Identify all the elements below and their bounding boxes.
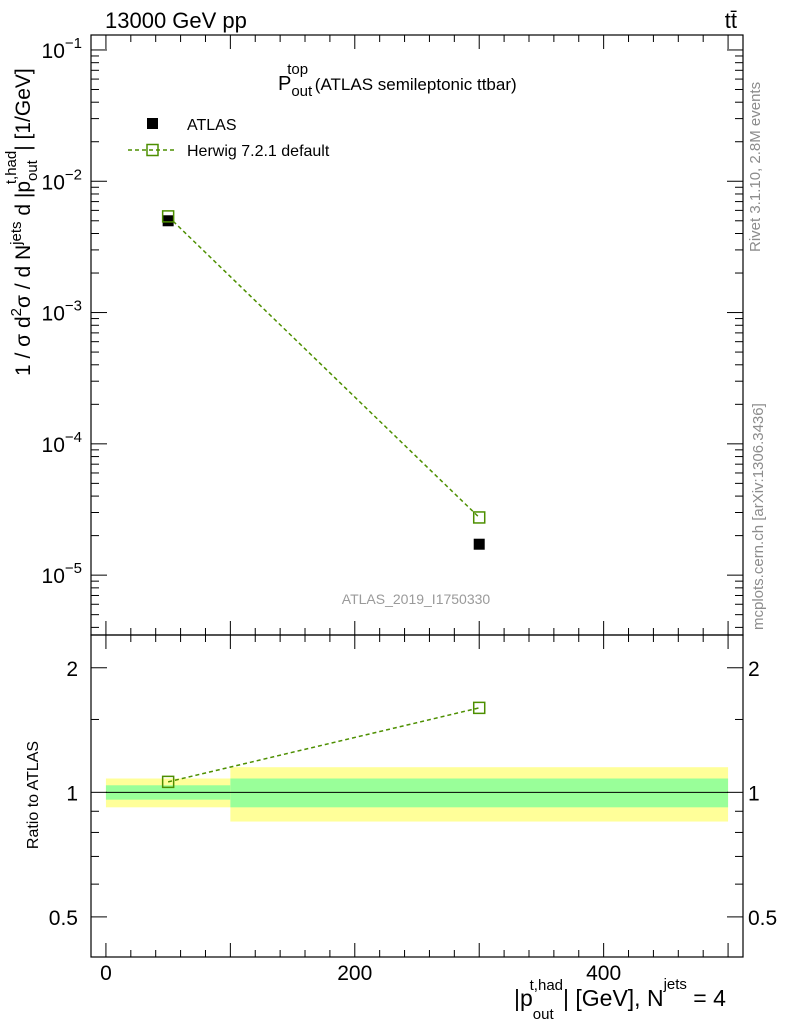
herwig-data-point [161,210,175,223]
ratio-plot-frame [90,634,744,958]
main-y-tick-label: 10−1 [42,35,82,63]
plot-title-rest: (ATLAS semileptonic ttbar) [310,75,517,94]
plot-title: Pout top (ATLAS semileptonic ttbar) [278,61,517,100]
atlas-data-point [473,538,485,550]
rivet-version-label: Rivet 3.1.10, 2.8M events [747,82,764,252]
ratio-herwig-point [161,775,175,789]
ratio-x-tick-label: 0 [100,962,112,985]
herwig-data-point [472,511,486,524]
main-y-tick-label: 10−2 [42,166,82,194]
atlas-data-point [162,215,174,227]
main-y-tick-label: 10−5 [42,560,82,588]
ratio-herwig-point [472,701,486,715]
ratio-data-series [161,701,486,789]
process-label: tt̄ [725,8,737,33]
ratio-y-tick-label-right: 0.5 [748,907,777,930]
ratio-band-green [230,778,729,808]
ratio-y-tick-label: 0.5 [49,907,78,930]
ratio-x-tick-label: 400 [586,962,621,985]
legend-atlas-label: ATLAS [187,117,237,134]
legend: ATLAS Herwig 7.2.1 default [128,117,330,160]
plot-title-main: P [278,73,291,95]
mcplots-label: mcplots.cern.ch [arXiv:1306.3436] [750,403,767,630]
ratio-y-tick-label-right: 2 [748,658,760,681]
energy-label: 13000 GeV pp [105,8,247,33]
ratio-y-tick-label: 1 [66,782,78,805]
ratio-herwig-line [167,707,480,783]
legend-herwig-label: Herwig 7.2.1 default [187,143,330,160]
ratio-y-axis-label: Ratio to ATLAS [25,741,42,849]
ratio-axis-ticks: 0.5 0.5 1 1 2 2 0 200 400 [49,635,777,985]
main-axis-ticks: 10−1 10−2 10−3 10−4 10−5 [42,35,743,635]
analysis-id: ATLAS_2019_I1750330 [342,591,491,607]
legend-herwig-marker [146,143,159,157]
ratio-uncertainty-bands [105,767,729,822]
main-data-series [161,210,486,550]
main-y-tick-label: 10−3 [42,298,82,326]
ratio-plot-panel: 0.5 0.5 1 1 2 2 0 200 400 Ratio to ATLAS |poutt,… [25,634,777,1023]
ratio-y-tick-label-right: 1 [748,782,760,805]
plot-title-sup: top [287,61,308,78]
herwig-line [167,215,480,518]
legend-atlas-marker [147,118,158,129]
ratio-x-axis-label: |poutt,had| [GeV], Njets = 4 [514,976,726,1023]
ratio-x-tick-label: 200 [337,962,372,985]
ratio-y-tick-label: 2 [66,658,78,681]
main-y-tick-label: 10−4 [42,429,82,457]
main-plot-panel: 10−1 10−2 10−3 10−4 10−5 Pout top (ATLAS semi… [3,34,744,636]
plot-title-sub: out [291,83,313,100]
main-y-axis-label: 1 / σ d2σ / d Njets d |poutt,had| [1/GeV… [3,68,41,376]
